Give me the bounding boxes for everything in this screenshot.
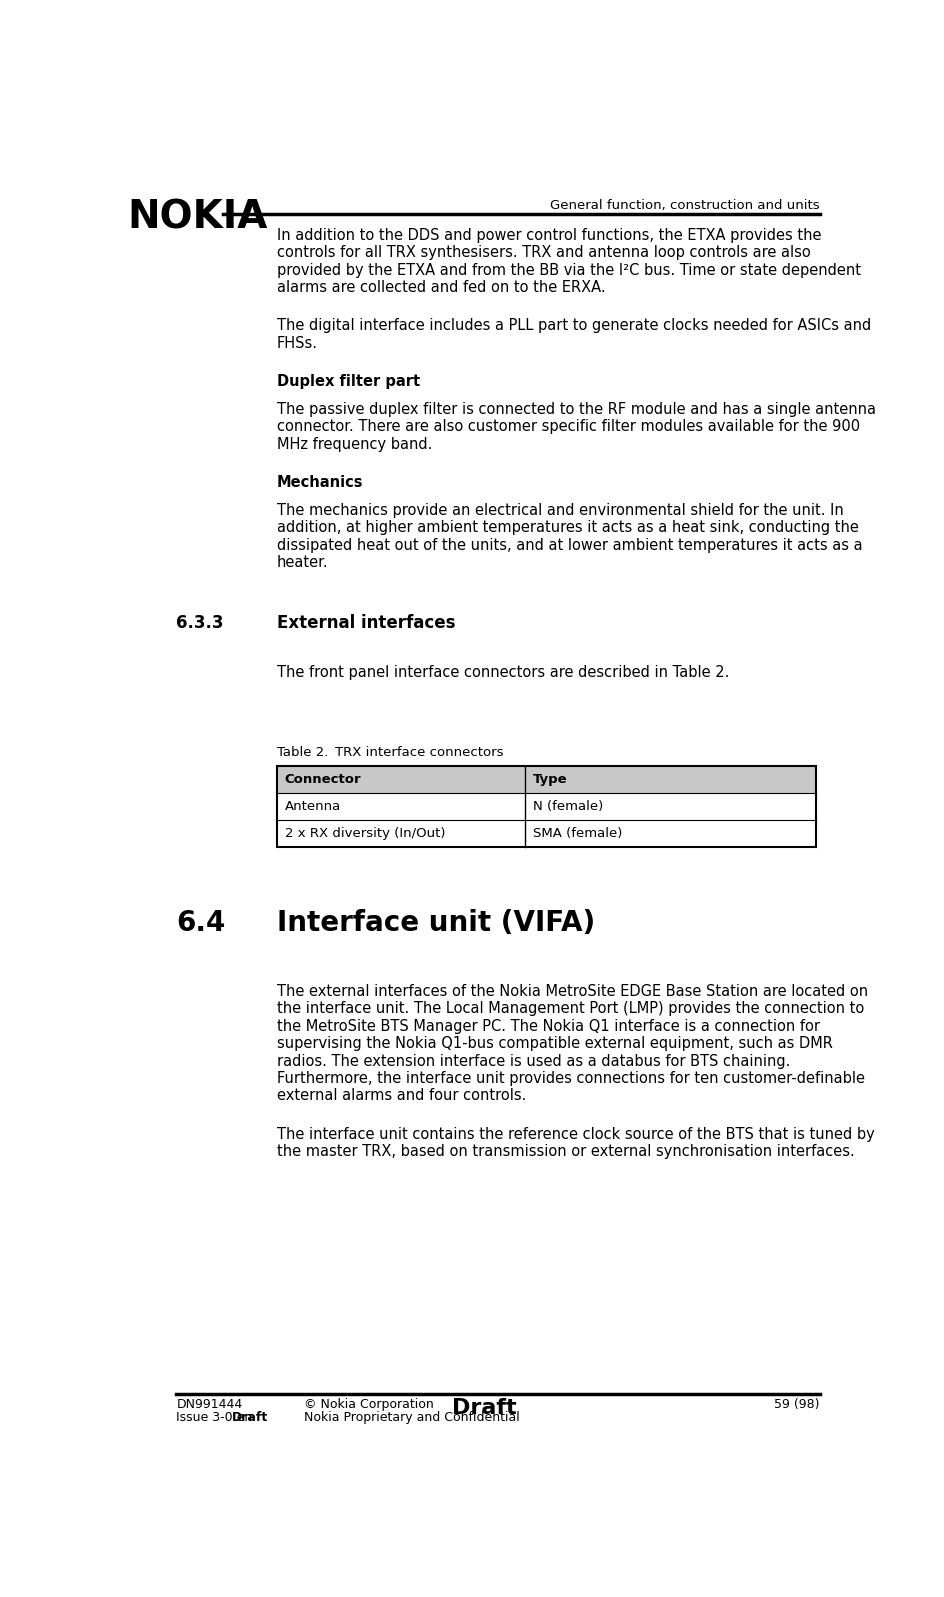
Text: Issue 3-0 en: Issue 3-0 en (177, 1410, 256, 1423)
Text: In addition to the DDS and power control functions, the ETXA provides the: In addition to the DDS and power control… (277, 228, 820, 243)
Text: Type: Type (532, 773, 566, 786)
Text: dissipated heat out of the units, and at lower ambient temperatures it acts as a: dissipated heat out of the units, and at… (277, 538, 862, 553)
Text: FHSs.: FHSs. (277, 335, 318, 351)
Text: Mechanics: Mechanics (277, 474, 363, 490)
Text: Draft: Draft (451, 1399, 516, 1418)
Text: the master TRX, based on transmission or external synchronisation interfaces.: the master TRX, based on transmission or… (277, 1143, 853, 1159)
Text: The interface unit contains the reference clock source of the BTS that is tuned : The interface unit contains the referenc… (277, 1126, 874, 1142)
Text: Connector: Connector (284, 773, 361, 786)
Text: 59 (98): 59 (98) (773, 1399, 818, 1412)
Text: Draft: Draft (232, 1410, 268, 1423)
Text: The front panel interface connectors are described in Table 2.: The front panel interface connectors are… (277, 666, 729, 680)
Text: Furthermore, the interface unit provides connections for ten customer-definable: Furthermore, the interface unit provides… (277, 1072, 864, 1086)
Text: SMA (female): SMA (female) (532, 827, 621, 840)
Text: 6.4: 6.4 (177, 909, 226, 937)
Text: alarms are collected and fed on to the ERXA.: alarms are collected and fed on to the E… (277, 279, 605, 295)
Text: Interface unit (VIFA): Interface unit (VIFA) (277, 909, 595, 937)
Text: Duplex filter part: Duplex filter part (277, 374, 420, 390)
Text: © Nokia Corporation: © Nokia Corporation (304, 1399, 433, 1412)
Text: Nokia Proprietary and Confidential: Nokia Proprietary and Confidential (304, 1410, 519, 1423)
Text: TRX interface connectors: TRX interface connectors (335, 746, 503, 759)
Text: Table 2.: Table 2. (277, 746, 328, 759)
Text: radios. The extension interface is used as a databus for BTS chaining.: radios. The extension interface is used … (277, 1054, 789, 1068)
Text: heater.: heater. (277, 556, 329, 570)
Bar (277, 767, 815, 846)
Text: General function, construction and units: General function, construction and units (549, 198, 818, 211)
Text: NOKIA: NOKIA (127, 198, 267, 236)
Text: N (female): N (female) (532, 800, 602, 813)
Text: connector. There are also customer specific filter modules available for the 900: connector. There are also customer speci… (277, 420, 859, 434)
Text: The external interfaces of the Nokia MetroSite EDGE Base Station are located on: The external interfaces of the Nokia Met… (277, 984, 868, 998)
Text: MHz frequency band.: MHz frequency band. (277, 436, 432, 452)
Text: controls for all TRX synthesisers. TRX and antenna loop controls are also: controls for all TRX synthesisers. TRX a… (277, 246, 810, 260)
Text: The passive duplex filter is connected to the RF module and has a single antenna: The passive duplex filter is connected t… (277, 402, 875, 417)
Text: Antenna: Antenna (284, 800, 341, 813)
Text: provided by the ETXA and from the BB via the I²C bus. Time or state dependent: provided by the ETXA and from the BB via… (277, 262, 860, 278)
Text: The digital interface includes a PLL part to generate clocks needed for ASICs an: The digital interface includes a PLL par… (277, 318, 870, 334)
Text: 6.3.3: 6.3.3 (177, 615, 224, 632)
Bar (277, 767, 815, 794)
Text: The mechanics provide an electrical and environmental shield for the unit. In: The mechanics provide an electrical and … (277, 503, 843, 517)
Text: addition, at higher ambient temperatures it acts as a heat sink, conducting the: addition, at higher ambient temperatures… (277, 521, 858, 535)
Text: external alarms and four controls.: external alarms and four controls. (277, 1088, 526, 1104)
Text: 2 x RX diversity (In/Out): 2 x RX diversity (In/Out) (284, 827, 445, 840)
Text: External interfaces: External interfaces (277, 615, 455, 632)
Text: the MetroSite BTS Manager PC. The Nokia Q1 interface is a connection for: the MetroSite BTS Manager PC. The Nokia … (277, 1019, 819, 1033)
Text: the interface unit. The Local Management Port (LMP) provides the connection to: the interface unit. The Local Management… (277, 1001, 864, 1016)
Text: supervising the Nokia Q1-bus compatible external equipment, such as DMR: supervising the Nokia Q1-bus compatible … (277, 1036, 832, 1051)
Text: DN991444: DN991444 (177, 1399, 243, 1412)
